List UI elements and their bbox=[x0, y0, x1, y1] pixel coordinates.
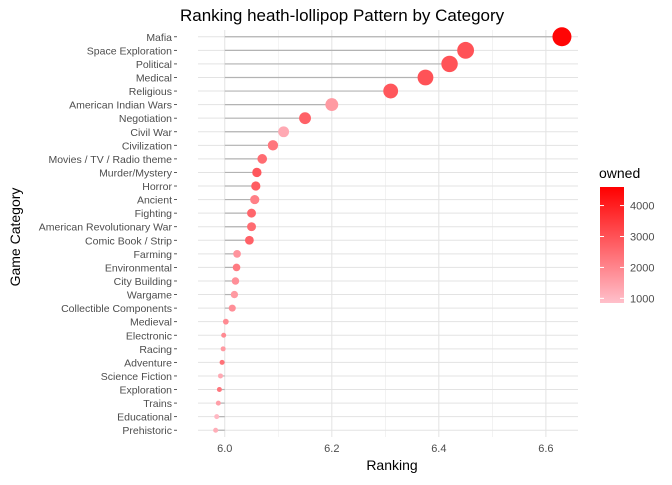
lollipop-point bbox=[325, 98, 339, 112]
y-tick-label: Wargame bbox=[127, 290, 172, 302]
y-tick-label: Mafia bbox=[146, 32, 172, 44]
lollipop-point bbox=[247, 222, 256, 232]
lollipop-point bbox=[250, 194, 260, 205]
y-tick-label: Racing bbox=[139, 344, 172, 356]
lollipop-point bbox=[219, 359, 225, 365]
y-tick-label: Adventure bbox=[124, 357, 172, 369]
y-tick-label: Movies / TV / Radio theme bbox=[48, 154, 172, 166]
lollipop-point bbox=[267, 140, 279, 151]
lollipop-point bbox=[231, 277, 240, 285]
lollipop-point bbox=[221, 332, 227, 338]
marks-layer bbox=[213, 27, 572, 433]
lollipop-point bbox=[251, 181, 261, 191]
y-tick-label: City Building bbox=[114, 276, 173, 288]
y-tick-label: Educational bbox=[117, 412, 172, 424]
y-tick-label: Civil War bbox=[130, 127, 172, 139]
lollipop-point bbox=[217, 373, 223, 379]
lollipop-point bbox=[214, 414, 220, 420]
lollipop-point bbox=[457, 41, 475, 59]
lollipop-point bbox=[216, 387, 222, 393]
lollipop-point bbox=[278, 126, 290, 138]
y-tick-label: Comic Book / Strip bbox=[85, 235, 172, 247]
y-tick-label: Horror bbox=[142, 181, 172, 193]
y-tick-label: Collectible Components bbox=[61, 303, 172, 315]
x-tick-label: 6.6 bbox=[538, 443, 553, 455]
y-tick-label: Exploration bbox=[119, 385, 172, 397]
y-tick-label: Trains bbox=[143, 398, 172, 410]
lollipop-point bbox=[383, 83, 399, 99]
y-tick-label: Medieval bbox=[130, 317, 172, 329]
lollipop-point bbox=[257, 154, 268, 164]
lollipop-point bbox=[230, 290, 239, 299]
legend-colorbar bbox=[600, 187, 624, 303]
lollipop-point bbox=[252, 167, 262, 178]
y-tick-label: Political bbox=[136, 59, 172, 71]
x-tick-label: 6.2 bbox=[324, 443, 339, 455]
y-tick-label: Science Fiction bbox=[101, 371, 172, 383]
y-tick-label: American Indian Wars bbox=[69, 100, 172, 112]
lollipop-point bbox=[299, 112, 311, 125]
y-tick-label: Religious bbox=[129, 86, 172, 98]
y-axis-label: Game Category bbox=[7, 188, 23, 287]
lollipop-point bbox=[232, 263, 241, 272]
y-tick-label: Civilization bbox=[122, 140, 172, 152]
y-tick-label: Electronic bbox=[126, 330, 172, 342]
lollipop-point bbox=[244, 235, 254, 245]
y-tick-label: Murder/Mystery bbox=[99, 167, 173, 179]
lollipop-point bbox=[247, 208, 256, 218]
color-legend: owned 1000 2000 3000 4000 bbox=[599, 165, 654, 305]
chart-title: Ranking heath-lollipop Pattern by Catego… bbox=[180, 6, 505, 25]
y-tick-label: Medical bbox=[136, 72, 172, 84]
lollipop-point bbox=[417, 69, 434, 86]
y-tick-label: American Revolutionary War bbox=[39, 222, 173, 234]
y-tick-label: Negotiation bbox=[119, 113, 172, 125]
lollipop-point bbox=[228, 304, 236, 312]
y-tick-label: Environmental bbox=[105, 262, 172, 274]
lollipop-point bbox=[220, 346, 226, 352]
x-tick-label: 6.4 bbox=[431, 443, 446, 455]
y-tick-label: Prehistoric bbox=[122, 425, 172, 437]
y-tick-label: Fighting bbox=[135, 208, 173, 220]
lollipop-point bbox=[213, 427, 219, 433]
lollipop-point bbox=[552, 27, 572, 47]
legend-ticks: 1000 2000 3000 4000 bbox=[600, 201, 654, 305]
y-tick-label: Ancient bbox=[137, 195, 172, 207]
lollipop-point bbox=[441, 55, 458, 73]
x-tick-label: 6.0 bbox=[217, 443, 232, 455]
legend-tick-label: 4000 bbox=[630, 201, 654, 213]
legend-tick-label: 2000 bbox=[630, 262, 654, 274]
lollipop-point bbox=[233, 250, 241, 258]
lollipop-point bbox=[215, 400, 221, 406]
y-tick-label: Space Exploration bbox=[87, 45, 172, 57]
lollipop-point bbox=[222, 318, 229, 325]
y-tick-label: Farming bbox=[133, 249, 172, 261]
legend-tick-label: 3000 bbox=[630, 231, 654, 243]
legend-tick-label: 1000 bbox=[630, 293, 654, 305]
legend-title: owned bbox=[599, 165, 640, 181]
x-axis-label: Ranking bbox=[366, 457, 417, 473]
